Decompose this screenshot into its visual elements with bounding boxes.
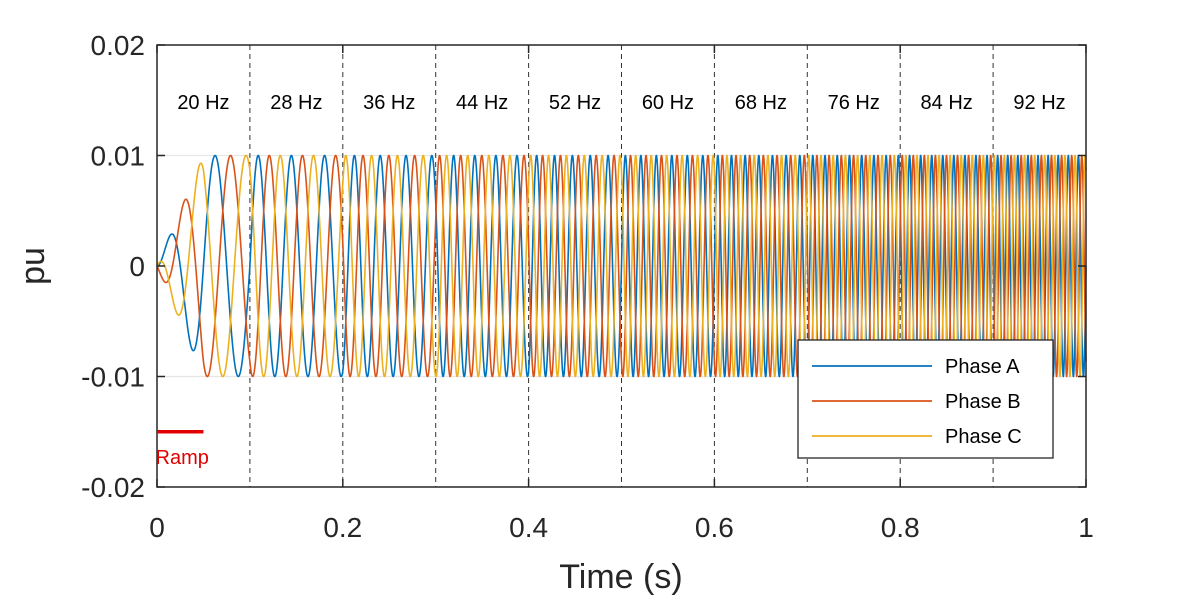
band-label-7: 76 Hz (828, 92, 880, 114)
band-label-4: 52 Hz (549, 92, 601, 114)
x-tick-label-5: 1 (1078, 512, 1094, 543)
axis-ticks: 0 0.2 0.4 0.6 0.8 1 0.02 0.01 0 -0.01 -0.02 (81, 30, 1094, 543)
frequency-band-labels: 20 Hz 28 Hz 36 Hz 44 Hz 52 Hz 60 Hz 68 Hz 76 Hz… (177, 92, 1065, 114)
legend-box (797, 339, 1054, 459)
series-line-phase-c (156, 154, 1087, 378)
legend-entry-1: Phase B (945, 391, 1021, 413)
x-tick-label-0: 0 (149, 512, 165, 543)
legend-entry-0: Phase A (945, 356, 1020, 378)
y-tick-label-4: -0.02 (81, 472, 145, 503)
band-label-6: 68 Hz (735, 92, 787, 114)
x-tick-label-2: 0.4 (509, 512, 548, 543)
y-tick-label-0: 0.02 (91, 30, 146, 61)
y-tick-label-2: 0 (129, 251, 145, 282)
y-tick-label-1: 0.01 (91, 141, 146, 172)
x-tick-label-1: 0.2 (323, 512, 362, 543)
y-tick-label-3: -0.01 (81, 362, 145, 393)
ramp-label: Ramp (156, 447, 209, 469)
x-tick-label-3: 0.6 (695, 512, 734, 543)
band-label-3: 44 Hz (456, 92, 508, 114)
band-label-2: 36 Hz (363, 92, 415, 114)
y-axis-label: pu (14, 247, 52, 285)
band-label-8: 84 Hz (921, 92, 973, 114)
legend-entry-2: Phase C (945, 426, 1022, 448)
band-label-9: 92 Hz (1013, 92, 1065, 114)
series-line-phase-a (156, 154, 1087, 378)
x-axis-label: Time (s) (559, 558, 682, 596)
ramp-annotation: Ramp (156, 430, 209, 469)
legend: Phase A Phase B Phase C (797, 339, 1054, 459)
band-label-1: 28 Hz (270, 92, 322, 114)
band-label-0: 20 Hz (177, 92, 229, 114)
x-tick-label-4: 0.8 (881, 512, 920, 543)
band-label-5: 60 Hz (642, 92, 694, 114)
